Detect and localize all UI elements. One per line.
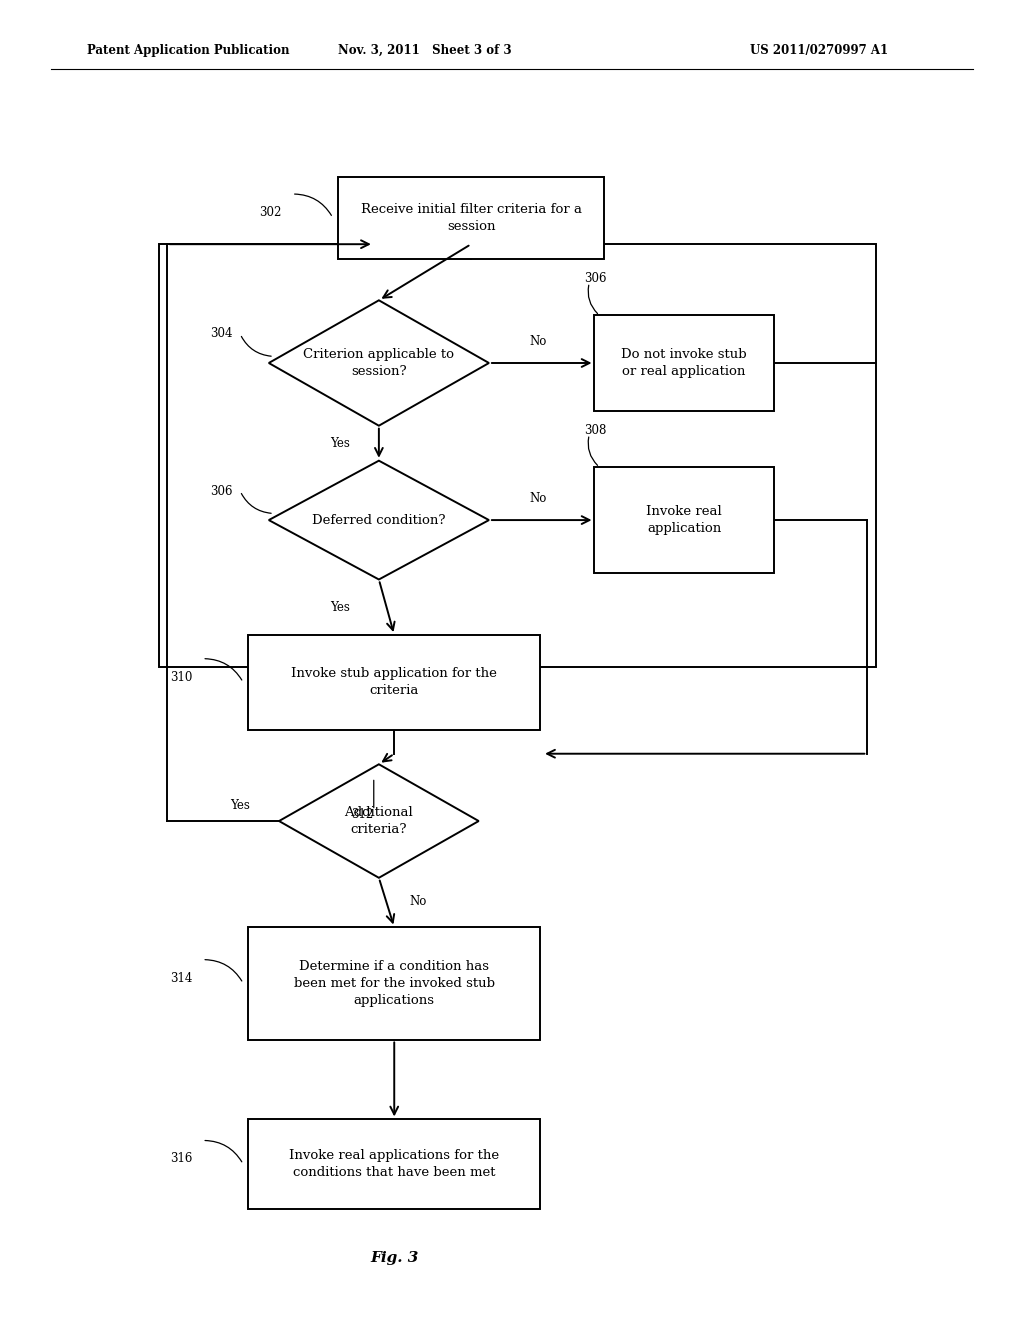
FancyBboxPatch shape: [159, 244, 876, 667]
Text: Yes: Yes: [230, 799, 250, 812]
FancyBboxPatch shape: [249, 927, 541, 1040]
Polygon shape: [268, 461, 489, 579]
Text: Receive initial filter criteria for a
session: Receive initial filter criteria for a se…: [360, 203, 582, 232]
Text: 302: 302: [259, 206, 282, 219]
Text: 310: 310: [170, 671, 193, 684]
Polygon shape: [268, 301, 489, 425]
Text: US 2011/0270997 A1: US 2011/0270997 A1: [751, 44, 888, 57]
Text: Do not invoke stub
or real application: Do not invoke stub or real application: [622, 348, 746, 378]
Text: 306: 306: [211, 484, 233, 498]
Text: Invoke real
application: Invoke real application: [646, 506, 722, 535]
Text: 308: 308: [584, 424, 606, 437]
Text: Nov. 3, 2011   Sheet 3 of 3: Nov. 3, 2011 Sheet 3 of 3: [338, 44, 512, 57]
Polygon shape: [279, 764, 479, 878]
Text: No: No: [529, 335, 547, 348]
Text: 316: 316: [170, 1152, 193, 1166]
Text: Yes: Yes: [330, 437, 350, 450]
Text: 312: 312: [351, 808, 374, 821]
FancyBboxPatch shape: [249, 1119, 541, 1209]
Text: No: No: [529, 492, 547, 506]
Text: Fig. 3: Fig. 3: [370, 1251, 419, 1265]
Text: Patent Application Publication: Patent Application Publication: [87, 44, 290, 57]
FancyBboxPatch shape: [594, 315, 774, 411]
Text: Determine if a condition has
been met for the invoked stub
applications: Determine if a condition has been met fo…: [294, 960, 495, 1007]
Text: No: No: [410, 895, 426, 908]
Text: 304: 304: [211, 327, 233, 341]
Text: Invoke real applications for the
conditions that have been met: Invoke real applications for the conditi…: [289, 1150, 500, 1179]
Text: Invoke stub application for the
criteria: Invoke stub application for the criteria: [291, 668, 498, 697]
Text: 314: 314: [170, 972, 193, 985]
Text: Criterion applicable to
session?: Criterion applicable to session?: [303, 348, 455, 378]
Text: Deferred condition?: Deferred condition?: [312, 513, 445, 527]
FancyBboxPatch shape: [594, 467, 774, 573]
FancyBboxPatch shape: [249, 635, 541, 730]
Text: Additional
criteria?: Additional criteria?: [344, 807, 414, 836]
Text: 306: 306: [584, 272, 606, 285]
Text: Yes: Yes: [330, 601, 350, 614]
FancyBboxPatch shape: [338, 177, 604, 259]
